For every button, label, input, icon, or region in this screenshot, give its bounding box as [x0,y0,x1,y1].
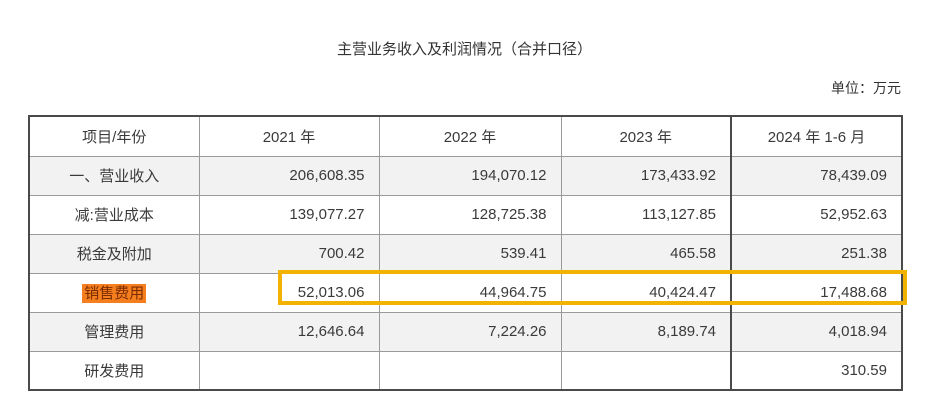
table-row: 销售费用 52,013.06 44,964.75 40,424.47 17,488.68 [28,272,903,313]
value-cell: 17,488.68 [730,272,903,313]
value-cell: 128,725.38 [378,194,562,235]
row-label: 研发费用 [84,362,145,380]
table-header-row: 项目/年份 2021 年 2022 年 2023 年 2024 年 1-6 月 [28,115,903,157]
value-cell: 194,070.12 [378,155,562,196]
value-cell: 52,952.63 [730,194,903,235]
table-row: 研发费用 310.59 [28,350,903,391]
value-cell: 8,189.74 [560,311,732,352]
value-cell: 44,964.75 [378,272,562,313]
row-label-cell: 减:营业成本 [28,194,200,235]
header-cell-2024h1: 2024 年 1-6 月 [730,115,903,157]
value-cell: 310.59 [730,350,903,391]
value-cell: 113,127.85 [560,194,732,235]
header-cell-2023: 2023 年 [560,115,732,157]
row-label: 减:营业成本 [74,207,154,224]
value-cell [560,350,732,391]
row-label-cell: 研发费用 [28,350,200,391]
table-body: 一、营业收入 206,608.35 194,070.12 173,433.92 78,4… [28,155,903,391]
row-label-cell: 管理费用 [28,311,200,352]
row-label-cell: 税金及附加 [28,233,200,274]
table-row: 减:营业成本 139,077.27 128,725.38 113,127.85 52,9… [28,194,903,235]
value-cell: 539.41 [378,233,562,274]
page-title: 主营业务收入及利润情况（合并口径） [336,41,592,58]
row-label-cell: 一、营业收入 [28,155,200,196]
header-cell-2022: 2022 年 [378,115,562,157]
header-cell-item: 项目/年份 [28,115,200,157]
value-cell: 139,077.27 [198,194,380,235]
value-cell: 4,018.94 [730,311,903,352]
value-cell [198,350,380,391]
value-cell: 40,424.47 [560,272,732,313]
table-row: 管理费用 12,646.64 7,224.26 8,189.74 4,018.94 [28,311,903,352]
value-cell: 12,646.64 [198,311,380,352]
value-cell: 206,608.35 [198,155,380,196]
unit-label: 单位：万元 [831,80,901,96]
value-cell: 700.42 [198,233,380,274]
value-cell [378,350,562,391]
value-cell: 465.58 [560,233,732,274]
value-cell: 7,224.26 [378,311,562,352]
row-label: 一、营业收入 [69,168,160,185]
value-cell: 52,013.06 [198,272,380,313]
row-label-cell: 销售费用 [28,272,200,313]
table-row: 税金及附加 700.42 539.41 465.58 251.38 [28,233,903,274]
financial-table: 项目/年份 2021 年 2022 年 2023 年 2024 年 1-6 月 … [28,115,903,391]
header-cell-2021: 2021 年 [198,115,380,157]
row-label: 管理费用 [84,324,145,341]
value-cell: 173,433.92 [560,155,732,196]
value-cell: 78,439.09 [730,155,903,196]
table-row: 一、营业收入 206,608.35 194,070.12 173,433.92 78,4… [28,155,903,196]
value-cell: 251.38 [730,233,903,274]
row-label-highlighted: 销售费用 [82,284,147,303]
row-label: 税金及附加 [76,246,152,263]
